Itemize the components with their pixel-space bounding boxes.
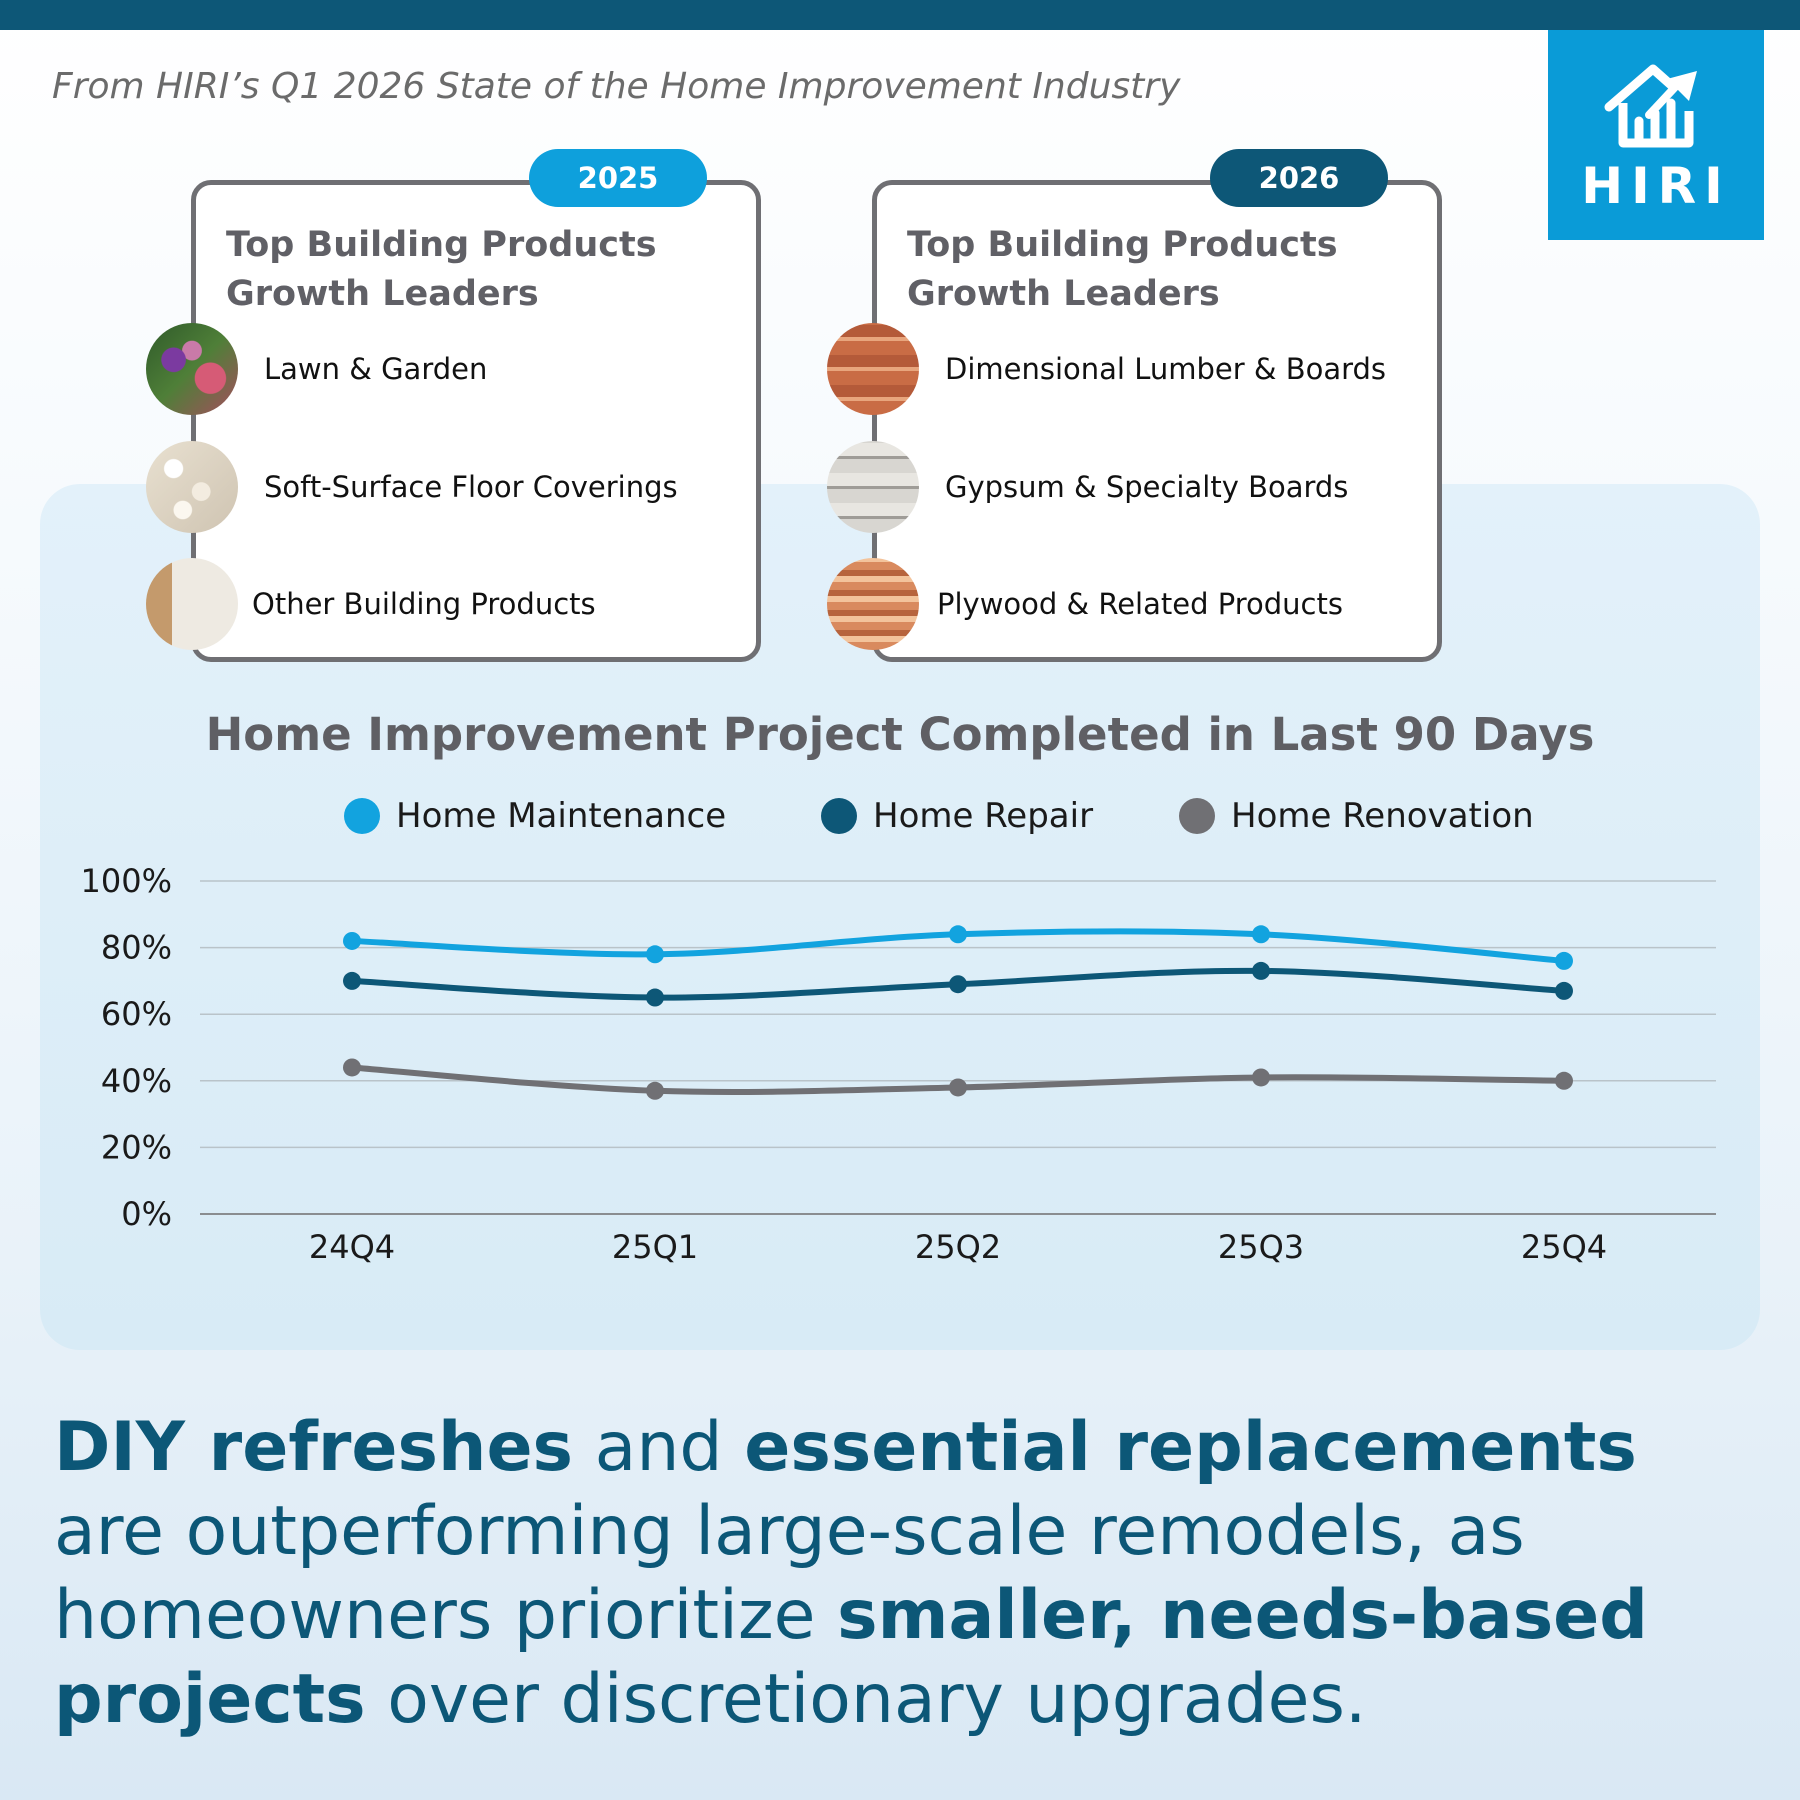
- card-title-line2: Growth Leaders: [226, 274, 539, 314]
- hiri-logo: HIRI: [1548, 30, 1764, 240]
- list-item-label: Lawn & Garden: [264, 352, 488, 386]
- headline-text-2: are outperforming large-scale remodels, …: [54, 1492, 1525, 1655]
- legend-label: Home Maintenance: [396, 796, 726, 836]
- headline: DIY refreshes and essential replacements…: [54, 1406, 1754, 1742]
- year-badge: 2025: [529, 149, 707, 207]
- legend-label: Home Renovation: [1231, 796, 1534, 836]
- legend-marker: [821, 798, 857, 834]
- data-point: [343, 971, 361, 990]
- chart-legend: Home Maintenance Home Repair Home Renovati…: [344, 796, 1534, 836]
- card-title-line1: Top Building Products: [907, 225, 1338, 265]
- legend-marker: [1179, 798, 1215, 834]
- card-title: Top Building Products Growth Leaders: [226, 221, 746, 319]
- headline-text-3: over discretionary upgrades.: [365, 1660, 1367, 1739]
- lumber-photo: [827, 323, 919, 415]
- card-2026: 2026 Top Building Products Growth Leader…: [827, 149, 1442, 662]
- card-2025: 2025 Top Building Products Growth Leader…: [146, 149, 761, 662]
- x-tick-label: 24Q4: [309, 1228, 395, 1266]
- house-chart-icon: [1604, 64, 1697, 148]
- y-tick-label: 60%: [101, 995, 172, 1033]
- legend-marker: [344, 798, 380, 834]
- card-title: Top Building Products Growth Leaders: [907, 221, 1427, 319]
- gypsum-photo: [827, 441, 919, 533]
- list-item-label: Plywood & Related Products: [937, 587, 1343, 621]
- x-tick-label: 25Q4: [1521, 1228, 1607, 1266]
- chart-title: Home Improvement Project Completed in La…: [206, 708, 1595, 761]
- data-point: [1252, 1068, 1270, 1087]
- data-point: [949, 1078, 967, 1097]
- x-tick-label: 25Q1: [612, 1228, 698, 1266]
- x-tick-label: 25Q2: [915, 1228, 1001, 1266]
- headline-text-1: and: [573, 1408, 745, 1487]
- x-tick-label: 25Q3: [1218, 1228, 1304, 1266]
- data-point: [646, 945, 664, 964]
- carpet-photo: [146, 441, 238, 533]
- list-item: Soft-Surface Floor Coverings: [146, 440, 678, 534]
- headline-bold-2: essential replacements: [744, 1408, 1637, 1487]
- y-tick-label: 40%: [101, 1062, 172, 1100]
- card-title-line2: Growth Leaders: [907, 274, 1220, 314]
- y-axis: 0% 20% 40% 60% 80% 100%: [81, 862, 172, 1233]
- headline-bold-3: smaller, needs-based projects: [54, 1576, 1648, 1739]
- data-point: [1252, 961, 1270, 980]
- y-tick-label: 80%: [101, 929, 172, 967]
- list-item: Gypsum & Specialty Boards: [827, 440, 1348, 534]
- list-item-label: Other Building Products: [252, 587, 596, 621]
- top-bar: [0, 0, 1800, 30]
- data-point: [646, 1081, 664, 1100]
- list-item-label: Soft-Surface Floor Coverings: [264, 470, 678, 504]
- data-point: [949, 975, 967, 994]
- lawn-garden-photo: [146, 323, 238, 415]
- plywood-photo: [827, 558, 919, 650]
- data-point: [949, 925, 967, 944]
- chart-series: [343, 925, 1573, 1100]
- list-item: Other Building Products: [146, 557, 596, 651]
- data-point: [1555, 951, 1573, 970]
- logo-text: HIRI: [1581, 157, 1731, 215]
- data-point: [1555, 981, 1573, 1000]
- building-plans-photo: [146, 558, 238, 650]
- list-item-label: Dimensional Lumber & Boards: [945, 352, 1387, 386]
- list-item: Dimensional Lumber & Boards: [827, 322, 1386, 416]
- data-point: [1252, 925, 1270, 944]
- data-point: [343, 1058, 361, 1077]
- list-item: Plywood & Related Products: [827, 557, 1343, 651]
- headline-bold-1: DIY refreshes: [54, 1408, 574, 1487]
- y-tick-label: 100%: [81, 862, 172, 900]
- list-item: Lawn & Garden: [146, 322, 487, 416]
- data-point: [343, 931, 361, 950]
- source-line: From HIRI’s Q1 2026 State of the Home Im…: [52, 66, 1181, 107]
- legend-label: Home Repair: [873, 796, 1093, 836]
- y-tick-label: 20%: [101, 1128, 172, 1166]
- year-badge: 2026: [1210, 149, 1388, 207]
- x-axis: 24Q4 25Q1 25Q2 25Q3 25Q4: [309, 1228, 1607, 1266]
- card-title-line1: Top Building Products: [226, 225, 657, 265]
- data-point: [1555, 1071, 1573, 1090]
- y-tick-label: 0%: [121, 1195, 172, 1233]
- data-point: [646, 988, 664, 1007]
- line-chart: Home Improvement Project Completed in La…: [81, 708, 1716, 1266]
- list-item-label: Gypsum & Specialty Boards: [945, 470, 1349, 504]
